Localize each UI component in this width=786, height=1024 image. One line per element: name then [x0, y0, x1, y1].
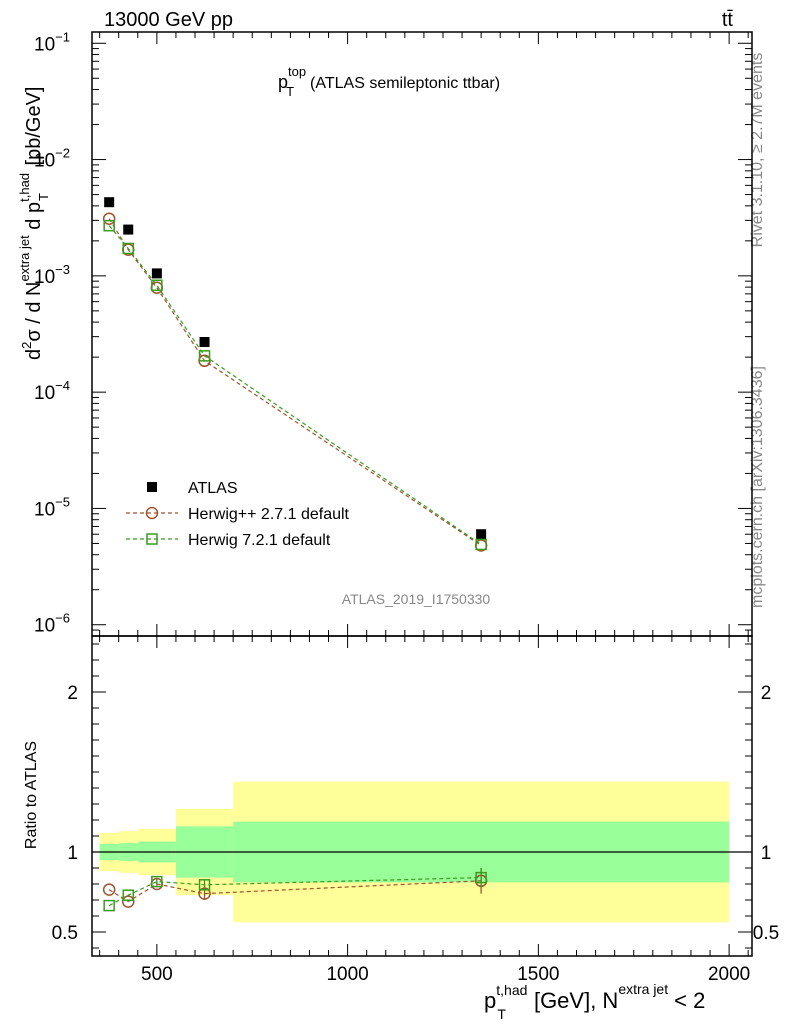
x-tick-label: 500	[141, 964, 173, 985]
main-title: ptop T (ATLAS semileptonic ttbar)	[278, 64, 500, 99]
ratio-y-axis-label: Ratio to ATLAS	[23, 741, 40, 849]
legend-label-0: ATLAS	[188, 480, 238, 497]
rivet-label: Rivet 3.1.10, ≥ 2.7M events	[749, 53, 766, 248]
xlabel-mid: [GeV], N	[534, 988, 618, 1013]
main-point-2-0	[103, 219, 115, 232]
legend-marker-0	[147, 482, 157, 492]
xlabel-end: < 2	[674, 988, 705, 1013]
main-y-axis-label: d2σ / d Nextra jet d pt,had T [pb/GeV]	[17, 87, 51, 360]
xlabel-main: p	[484, 988, 496, 1013]
ratio-y-tick-label-right: 0.5	[753, 923, 779, 944]
main-point-2-1	[122, 242, 134, 255]
process-label: tt̄	[722, 9, 734, 31]
xlabel-sub: T	[497, 1006, 506, 1022]
ratio-point-1-1	[122, 889, 134, 901]
main-y-tick-label: 10−3	[34, 262, 70, 288]
ratio-y-tick-label: 0.5	[52, 923, 78, 944]
main-y-tick-label: 10−5	[34, 494, 70, 520]
main-point-2-3	[198, 350, 211, 362]
legend-label-2: Herwig 7.2.1 default	[188, 532, 331, 549]
ratio-point-1-2	[151, 875, 163, 888]
ratio-point-0-0	[102, 883, 116, 896]
main-point-2-4	[475, 538, 487, 551]
main-panel: 10−6 10−5 10−4 10−3 10−2 10−1	[34, 29, 753, 637]
main-y-tick-label: 10−2	[34, 146, 70, 172]
ratio-frame	[91, 635, 753, 957]
ratio-point-1-4	[475, 871, 487, 884]
ratio-y-tick-label-right: 2	[761, 683, 772, 704]
main-point-2-2	[151, 279, 163, 292]
main-series-line-2	[108, 225, 482, 545]
ratio-point-1-3	[198, 879, 211, 891]
main-point-0-4	[476, 529, 487, 540]
analysis-id: ATLAS_2019_I1750330	[342, 591, 491, 607]
main-point-0-0	[104, 197, 115, 208]
title-main: p	[278, 72, 288, 92]
main-point-1-0	[102, 212, 116, 225]
ratio-point-0-1	[121, 895, 135, 908]
main-point-0-1	[123, 224, 134, 235]
legend: ATLAS Herwig++ 2.7.1 default Herwig 7.2.1 …	[126, 480, 350, 549]
main-y-tick-label: 10−4	[34, 378, 70, 404]
main-point-0-3	[199, 336, 210, 347]
ratio-y-tick-label: 2	[67, 683, 78, 704]
main-series-line-1	[108, 218, 482, 547]
ratio-y-tick-label-right: 1	[761, 843, 772, 864]
title-rest: (ATLAS semileptonic ttbar)	[310, 75, 500, 92]
legend-marker-2	[146, 533, 158, 545]
main-point-0-2	[151, 268, 162, 279]
mcplots-label: mcplots.cern.ch [arXiv:1306.3436]	[749, 366, 766, 608]
x-tick-label: 1500	[517, 964, 559, 985]
ratio-point-1-0	[103, 899, 115, 912]
title-sub: T	[286, 84, 294, 99]
ratio-y-tick-label: 1	[67, 843, 78, 864]
xlabel-sup: t,had	[496, 982, 527, 998]
energy-label: 13000 GeV pp	[104, 9, 233, 31]
x-tick-label: 2000	[708, 964, 750, 985]
x-tick-label: 1000	[326, 964, 368, 985]
legend-marker-1	[145, 506, 159, 520]
main-y-tick-label: 10−1	[34, 29, 70, 55]
x-axis-label: pt,had T [GeV], Nextra jet < 2	[484, 981, 705, 1022]
legend-label-1: Herwig++ 2.7.1 default	[188, 506, 350, 523]
title-sup: top	[288, 64, 306, 79]
xlabel-sup2: extra jet	[618, 981, 668, 997]
main-y-tick-label: 10−6	[34, 611, 70, 637]
ratio-series-line-1	[108, 877, 482, 907]
